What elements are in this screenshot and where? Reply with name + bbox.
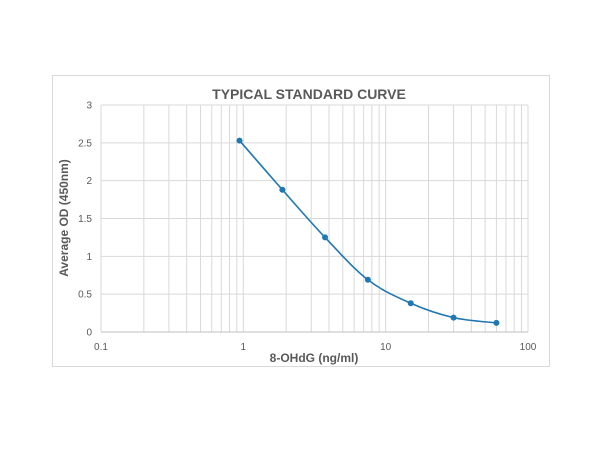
data-point <box>407 300 414 307</box>
axes <box>100 105 528 333</box>
x-tick-label: 10 <box>380 342 392 353</box>
data-point <box>322 234 329 241</box>
y-tick-label: 1.5 <box>78 214 92 225</box>
data-point <box>364 276 371 283</box>
y-axis-label: Average OD (450nm) <box>57 159 71 277</box>
y-tick-label: 2.5 <box>78 138 92 149</box>
data-point <box>279 186 286 193</box>
chart-frame <box>52 75 550 367</box>
tick-labels: 0 0.5 1 1.5 2 2.5 3 0.1 1 10 100 <box>78 101 537 354</box>
x-tick-label: 1 <box>241 342 247 353</box>
series-group <box>236 137 500 326</box>
x-tick-label: 0.1 <box>94 342 108 353</box>
y-tick-label: 0 <box>86 328 92 339</box>
y-tick-label: 1 <box>86 252 92 263</box>
chart-title: TYPICAL STANDARD CURVE <box>212 86 406 102</box>
x-axis-label: 8-OHdG (ng/ml) <box>270 351 359 365</box>
data-point <box>493 319 500 326</box>
data-point <box>450 314 457 321</box>
y-tick-label: 3 <box>86 101 92 112</box>
data-point <box>236 137 243 144</box>
grid <box>101 104 529 332</box>
y-tick-label: 2 <box>86 176 92 187</box>
y-tick-label: 0.5 <box>78 290 92 301</box>
series-line <box>238 140 497 324</box>
x-tick-label: 100 <box>520 342 537 353</box>
